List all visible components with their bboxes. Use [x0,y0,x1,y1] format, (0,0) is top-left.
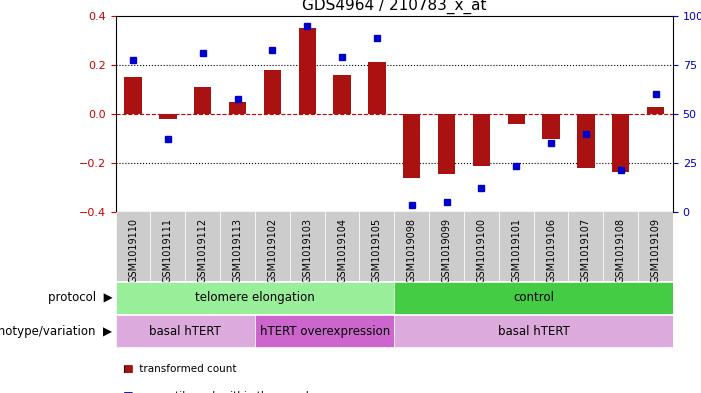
Bar [429,212,464,281]
Text: GSM1019098: GSM1019098 [407,218,416,283]
Bar [299,28,316,114]
Bar [229,102,246,114]
Bar [194,87,212,114]
Text: GSM1019100: GSM1019100 [477,218,486,283]
Bar [151,212,185,281]
Text: telomere elongation: telomere elongation [195,291,315,304]
Bar [116,315,255,347]
Title: GDS4964 / 210783_x_at: GDS4964 / 210783_x_at [302,0,486,15]
Bar [543,114,560,139]
Text: GSM1019108: GSM1019108 [615,218,626,283]
Bar [472,114,490,165]
Bar [255,315,394,347]
Bar [360,212,394,281]
Bar [325,212,360,281]
Bar [255,212,290,281]
Bar [464,212,499,281]
Text: GSM1019113: GSM1019113 [233,218,243,283]
Text: ■  transformed count: ■ transformed count [123,364,236,373]
Bar [264,70,281,114]
Bar [577,114,594,168]
Text: control: control [513,291,554,304]
Text: GSM1019099: GSM1019099 [442,218,451,283]
Text: GSM1019107: GSM1019107 [581,218,591,283]
Bar [438,114,455,174]
Bar [159,114,177,119]
Bar [116,282,394,314]
Bar [185,212,220,281]
Text: ■  percentile rank within the sample: ■ percentile rank within the sample [123,391,315,393]
Bar [290,212,325,281]
Text: ■: ■ [123,364,132,373]
Text: GSM1019101: GSM1019101 [511,218,522,283]
Bar [394,212,429,281]
Bar [499,212,533,281]
Text: basal hTERT: basal hTERT [149,325,222,338]
Bar [368,62,386,114]
Text: hTERT overexpression: hTERT overexpression [259,325,390,338]
Text: GSM1019103: GSM1019103 [302,218,312,283]
Bar [334,75,350,114]
Bar [220,212,255,281]
Bar [647,107,665,114]
Bar [569,212,604,281]
Text: GSM1019111: GSM1019111 [163,218,173,283]
Text: protocol  ▶: protocol ▶ [48,291,112,304]
Text: GSM1019109: GSM1019109 [651,218,660,283]
Bar [124,77,142,114]
Bar [508,114,525,124]
Bar [533,212,569,281]
Bar [638,212,673,281]
Text: GSM1019112: GSM1019112 [198,218,207,283]
Bar [604,212,638,281]
Bar [394,315,673,347]
Bar [116,212,151,281]
Text: GSM1019106: GSM1019106 [546,218,556,283]
Text: GSM1019104: GSM1019104 [337,218,347,283]
Bar [403,114,421,178]
Text: GSM1019110: GSM1019110 [128,218,138,283]
Text: genotype/variation  ▶: genotype/variation ▶ [0,325,112,338]
Text: GSM1019105: GSM1019105 [372,218,382,283]
Text: basal hTERT: basal hTERT [498,325,570,338]
Text: GSM1019102: GSM1019102 [267,218,278,283]
Bar [394,282,673,314]
Bar [612,114,629,172]
Text: ■: ■ [123,391,132,393]
